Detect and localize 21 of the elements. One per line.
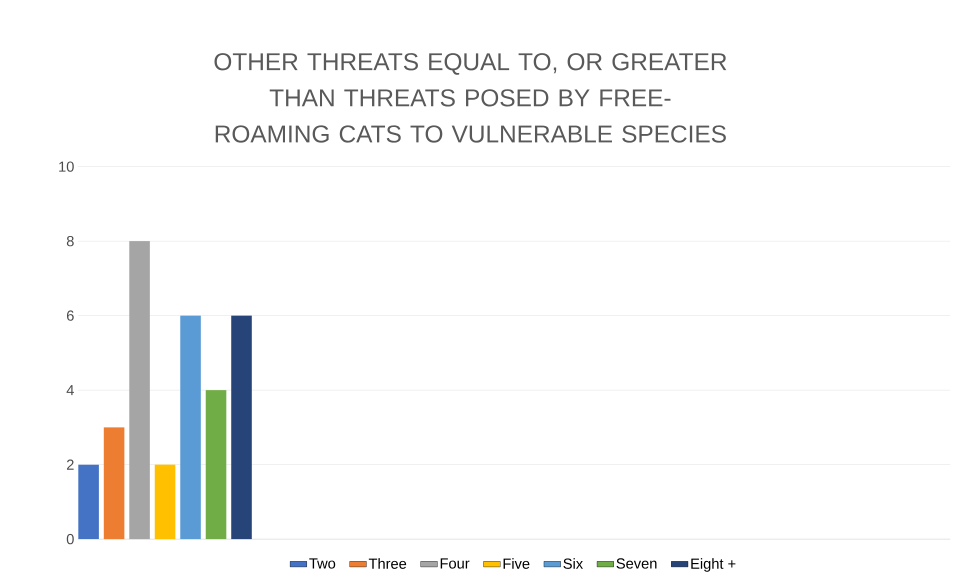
y-tick-label: 10	[59, 161, 74, 172]
legend-label: Eight +	[691, 558, 736, 572]
y-tick-label: 6	[66, 310, 74, 321]
text: OTHER THREATS EQUAL TO, OR GREATER THAN THREATS POSED BY FREE-ROAMING CATS TO VULNERABLE SPECIES	[214, 53, 726, 143]
legend-label: Two	[309, 558, 336, 569]
bar	[129, 241, 150, 540]
y-tick-label: 2	[66, 459, 74, 470]
y-tick-label: 8	[66, 236, 74, 246]
bar	[154, 464, 176, 540]
legend-label: Five	[504, 558, 530, 569]
y-tick-label: 0	[66, 534, 74, 544]
y-tick-label: 4	[66, 385, 74, 396]
legend-label: Four	[440, 558, 470, 569]
bar	[206, 390, 226, 540]
bar	[104, 427, 124, 540]
bar	[78, 464, 99, 540]
bar	[231, 316, 252, 540]
legend-label: Six	[563, 558, 583, 569]
bar	[180, 316, 201, 540]
legend-label: Three	[368, 558, 406, 569]
legend-label: Seven	[616, 558, 656, 569]
